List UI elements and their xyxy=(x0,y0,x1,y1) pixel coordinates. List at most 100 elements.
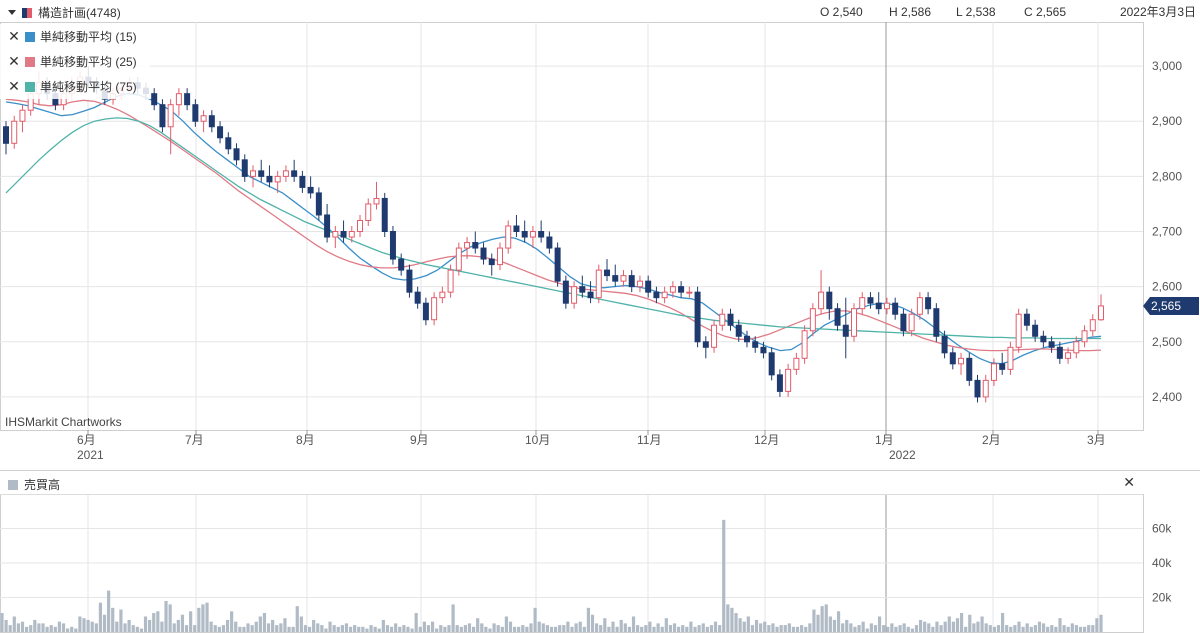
symbol-selector[interactable]: 構造計画(4748) xyxy=(8,4,121,21)
y-tick-label: 2,900 xyxy=(1152,114,1182,128)
candle xyxy=(1023,308,1030,331)
candle-body xyxy=(883,302,890,310)
volume-bar xyxy=(832,619,837,632)
volume-bar xyxy=(607,626,611,632)
volume-bar xyxy=(164,600,168,632)
candle xyxy=(307,176,314,199)
volume-bar xyxy=(783,625,787,632)
candle-body xyxy=(974,379,981,398)
volume-panel-label: 売買高 xyxy=(24,478,61,492)
close-icon[interactable]: ✕ xyxy=(8,53,20,69)
volume-bar xyxy=(168,604,172,632)
volume-bar xyxy=(545,625,549,632)
volume-bar xyxy=(1070,623,1074,632)
volume-bar xyxy=(238,626,242,632)
candle xyxy=(974,374,981,403)
candle xyxy=(1073,336,1080,359)
candle-body xyxy=(892,302,899,315)
candle xyxy=(554,242,561,287)
volume-bar xyxy=(242,626,246,632)
candle xyxy=(678,281,685,298)
candle xyxy=(990,358,997,386)
candle-body xyxy=(184,93,191,106)
candle xyxy=(455,242,462,276)
candle xyxy=(447,264,454,298)
candle xyxy=(892,297,899,320)
candle-body xyxy=(834,308,841,326)
candle xyxy=(1007,341,1014,375)
legend-item-sma25[interactable]: ✕ 単純移動平均 (25) xyxy=(0,49,150,74)
volume-bar xyxy=(689,621,693,632)
volume-bar xyxy=(713,621,718,632)
candle xyxy=(208,110,215,133)
candle-body xyxy=(916,297,923,315)
candle xyxy=(398,253,405,276)
candle-body xyxy=(464,242,471,249)
candle-body xyxy=(200,115,207,122)
candle-body xyxy=(908,313,915,332)
volume-bar xyxy=(332,625,336,632)
volume-bar xyxy=(1087,625,1091,632)
candle xyxy=(669,281,676,298)
candle-body xyxy=(678,286,685,293)
x-tick-label: 3月 xyxy=(1087,433,1106,447)
candle xyxy=(431,292,438,326)
volume-bar xyxy=(742,621,746,632)
candle-body xyxy=(711,324,718,348)
candle-body xyxy=(258,170,265,177)
x-tick-label: 1月 xyxy=(875,433,894,447)
volume-bar xyxy=(517,626,521,632)
legend-item-sma15[interactable]: ✕ 単純移動平均 (15) xyxy=(0,24,150,49)
volume-bar xyxy=(615,626,619,632)
candle xyxy=(19,104,26,133)
volume-bar xyxy=(631,616,636,632)
candle xyxy=(735,319,742,342)
chevron-down-icon[interactable] xyxy=(8,10,16,15)
close-icon[interactable]: ✕ xyxy=(1123,474,1135,490)
volume-bar xyxy=(611,621,615,632)
volume-bar xyxy=(193,625,197,632)
candle-body xyxy=(496,247,503,266)
volume-bar xyxy=(595,623,599,632)
volume-bar xyxy=(463,625,467,632)
candle xyxy=(1089,314,1096,337)
volume-bar xyxy=(914,625,919,632)
last-price-tag: 2,565 xyxy=(1143,296,1199,315)
volume-bar xyxy=(877,616,882,632)
volume-bar xyxy=(1091,625,1095,632)
candle xyxy=(925,292,932,315)
candle-body xyxy=(760,346,767,354)
candle-body xyxy=(315,192,322,216)
volume-bar xyxy=(923,621,927,632)
volume-bar xyxy=(939,625,943,632)
close-icon[interactable]: ✕ xyxy=(8,78,20,94)
candle xyxy=(1098,294,1104,321)
volume-bar xyxy=(627,626,632,632)
price-panel-frame xyxy=(0,22,1144,431)
candle-body xyxy=(266,175,273,183)
volume-bar xyxy=(812,609,816,632)
candle-body xyxy=(167,104,174,128)
volume-bar xyxy=(455,625,459,632)
volume-bar xyxy=(701,623,705,632)
candle-body xyxy=(958,357,965,365)
legend-item-sma75[interactable]: ✕ 単純移動平均 (75) xyxy=(0,74,150,99)
volume-bar xyxy=(865,628,869,632)
candle-body xyxy=(192,104,199,122)
candle xyxy=(513,214,520,238)
volume-bars xyxy=(0,519,1103,632)
volume-bar xyxy=(578,621,582,632)
candle xyxy=(373,181,380,210)
candle-body xyxy=(776,374,783,392)
volume-bar xyxy=(82,618,86,632)
volume-bar xyxy=(820,606,824,632)
close-icon[interactable]: ✕ xyxy=(8,28,20,44)
candle-body xyxy=(752,341,759,348)
candle-body xyxy=(686,291,693,294)
candle xyxy=(365,198,372,226)
candle-body xyxy=(982,379,989,398)
volume-bar xyxy=(459,626,463,632)
volume-bar xyxy=(861,621,865,632)
candle xyxy=(727,308,734,331)
